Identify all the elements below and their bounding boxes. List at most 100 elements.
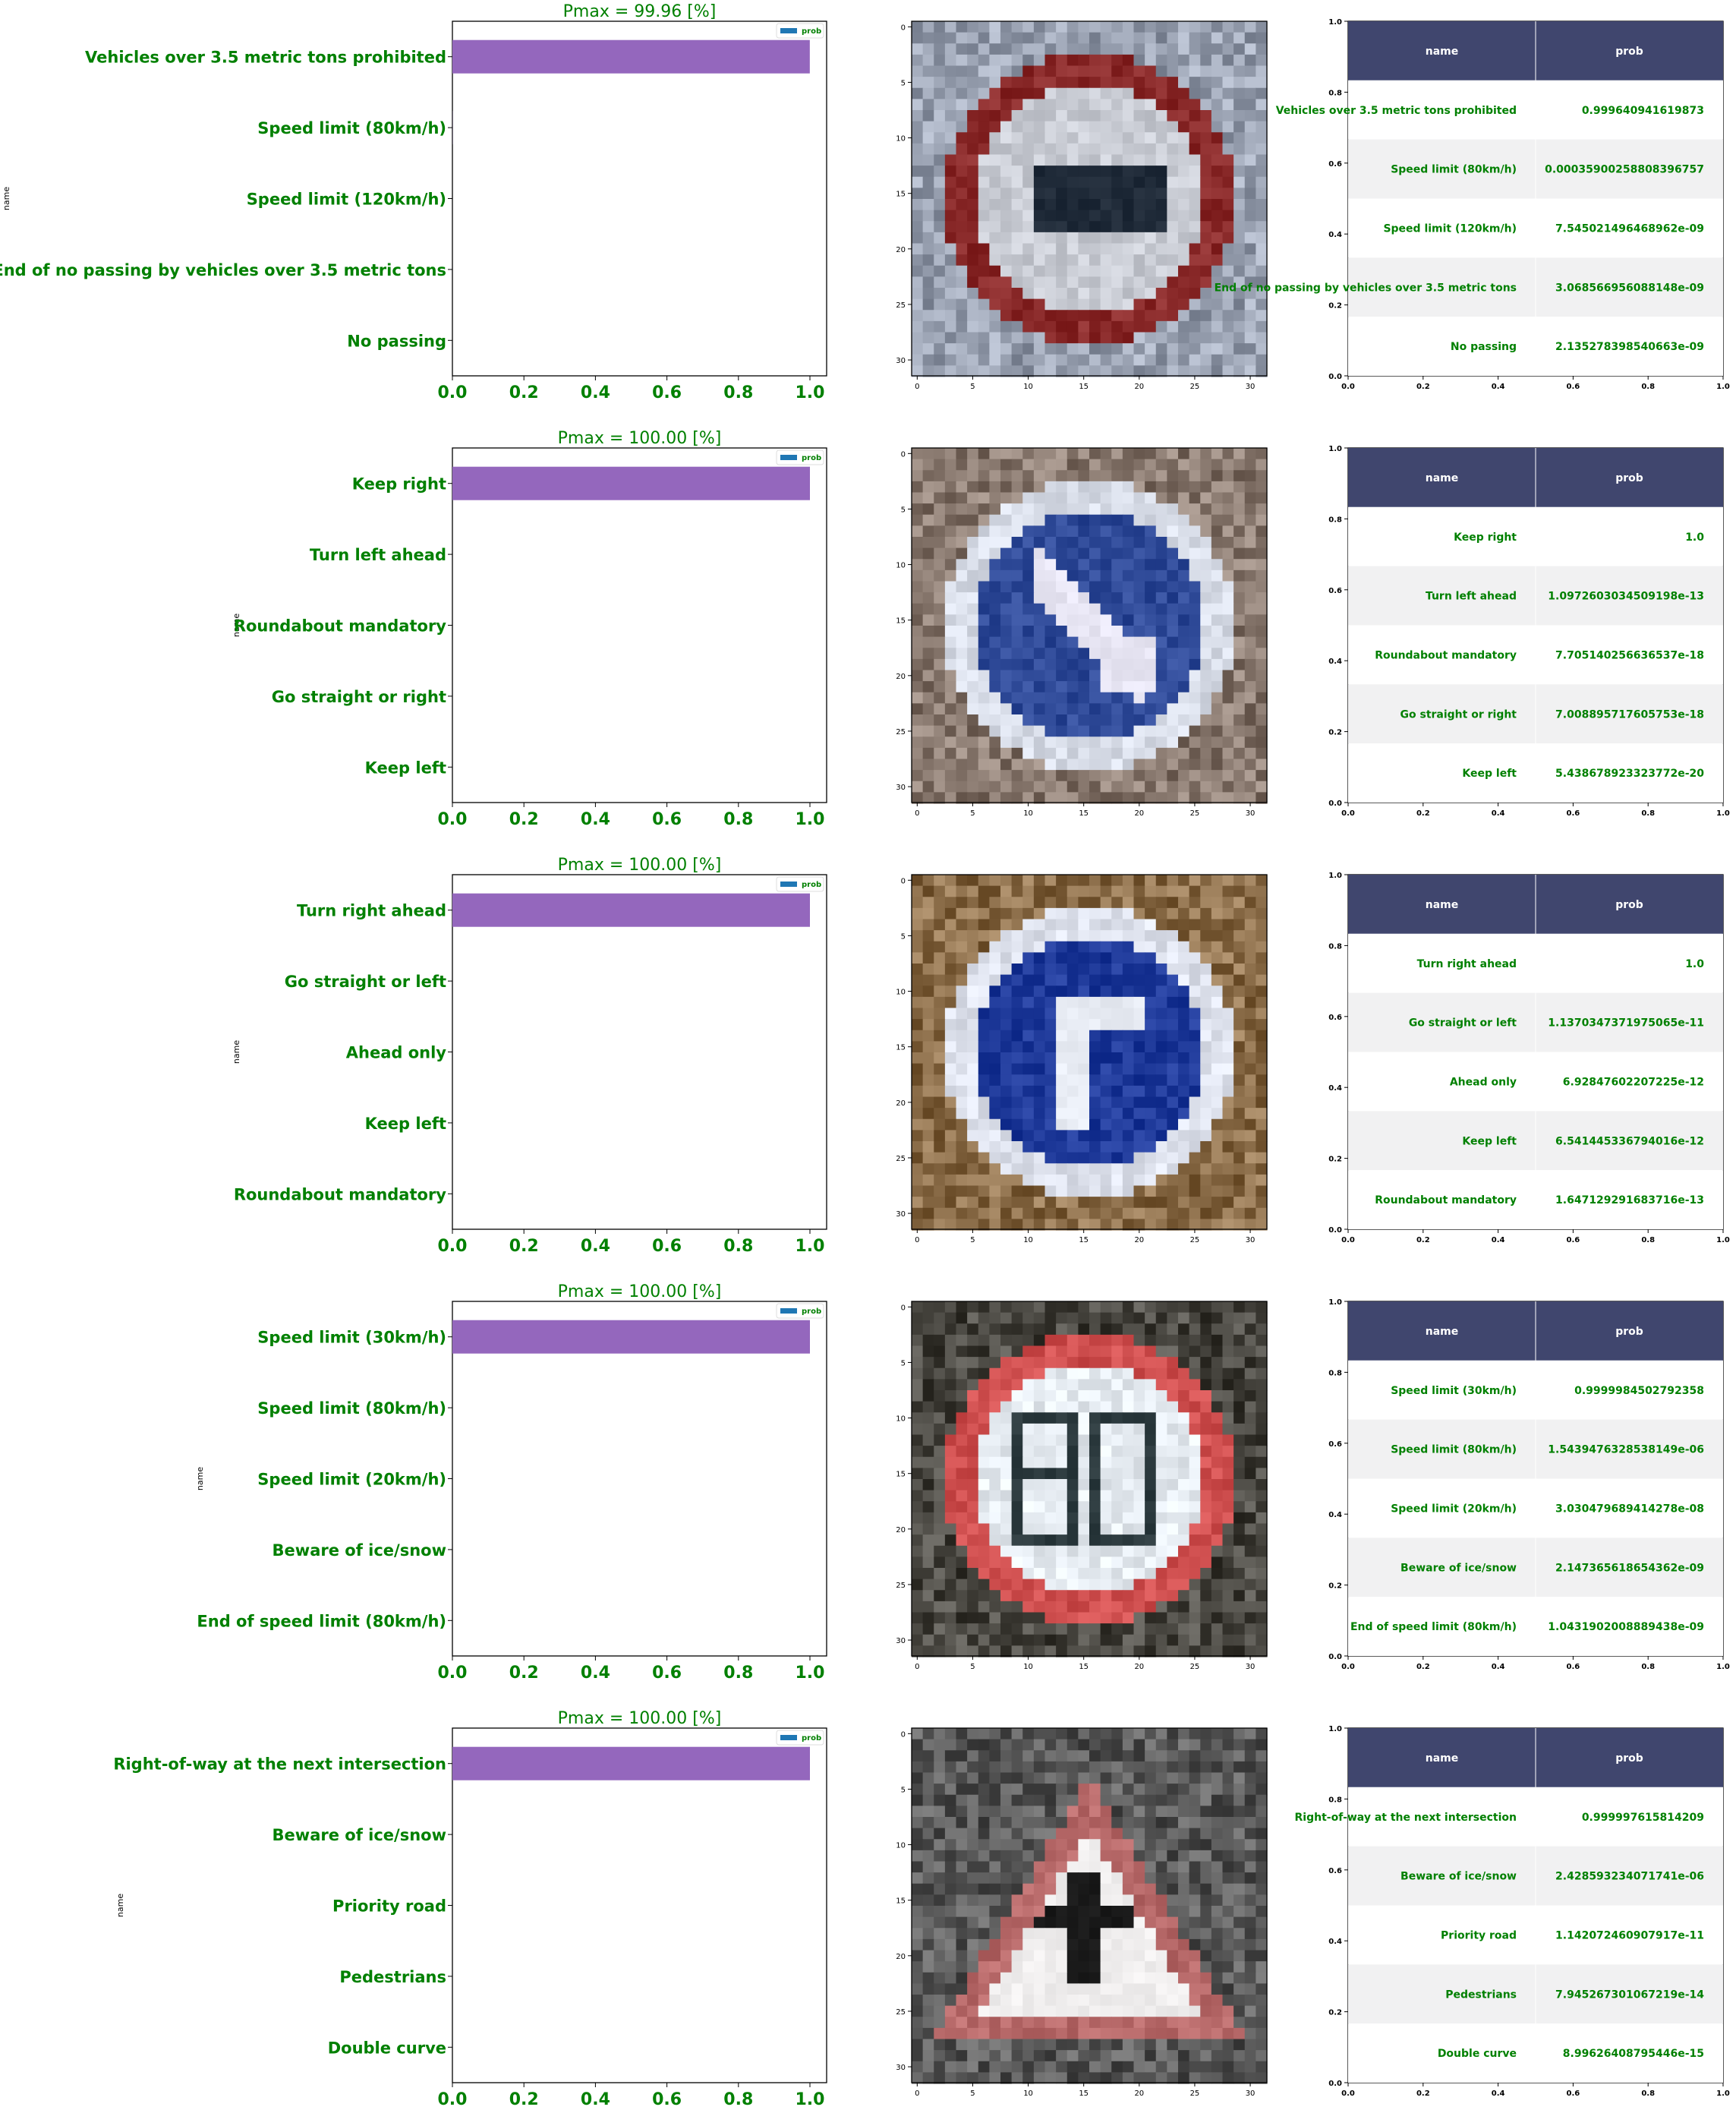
image-pixel xyxy=(1178,703,1190,715)
image-pixel xyxy=(1100,1612,1112,1624)
image-pixel xyxy=(1211,569,1224,582)
image-pixel xyxy=(1145,1645,1157,1657)
image-pixel xyxy=(1044,1063,1057,1075)
image-pixel xyxy=(1022,1817,1035,1829)
image-pixel xyxy=(1011,43,1023,55)
image-pixel xyxy=(1089,320,1101,333)
image-pixel xyxy=(1022,1197,1035,1209)
image-pixel xyxy=(1011,1152,1023,1164)
image-pixel xyxy=(1233,1784,1246,1796)
image-pixel xyxy=(1000,569,1013,582)
image-pixel xyxy=(1256,1367,1268,1380)
image-x-tick-label: 25 xyxy=(1190,383,1200,391)
image-pixel xyxy=(1155,581,1167,593)
image-pixel xyxy=(1211,681,1224,693)
image-pixel xyxy=(1189,1634,1201,1646)
table-x-tick-label: 0.0 xyxy=(1341,809,1355,818)
image-pixel xyxy=(1189,1490,1201,1502)
image-pixel xyxy=(956,310,968,322)
image-pixel xyxy=(934,1074,946,1087)
image-pixel xyxy=(1033,232,1046,244)
image-pixel xyxy=(1189,941,1201,953)
image-pixel xyxy=(978,725,990,737)
image-pixel xyxy=(1256,648,1268,660)
image-pixel xyxy=(1122,232,1135,244)
image-pixel xyxy=(1233,1456,1246,1468)
image-pixel xyxy=(1189,121,1201,133)
image-pixel xyxy=(1133,692,1145,704)
image-pixel xyxy=(1211,232,1224,244)
image-pixel xyxy=(912,581,924,593)
image-pixel xyxy=(1100,514,1112,526)
image-pixel xyxy=(1244,1367,1256,1380)
image-pixel xyxy=(1122,1545,1135,1557)
image-pixel xyxy=(1011,503,1023,516)
image-pixel xyxy=(1111,232,1123,244)
image-pixel xyxy=(1078,21,1090,33)
image-pixel xyxy=(1089,1030,1101,1042)
bar xyxy=(452,1746,810,1780)
image-pixel xyxy=(1066,1207,1079,1219)
image-pixel xyxy=(1256,254,1268,267)
image-pixel xyxy=(1122,1601,1135,1613)
image-pixel xyxy=(1089,1861,1101,1873)
image-pixel xyxy=(1044,265,1057,277)
image-pixel xyxy=(934,1861,946,1873)
image-pixel xyxy=(1056,87,1068,99)
image-pixel xyxy=(956,1357,968,1369)
image-pixel xyxy=(956,121,968,133)
image-pixel xyxy=(1189,1130,1201,1142)
image-pixel xyxy=(1066,1556,1079,1569)
image-pixel xyxy=(1066,1794,1079,1806)
image-pixel xyxy=(967,32,979,44)
image-pixel xyxy=(989,1623,1001,1635)
y-tick-label: Go straight or right xyxy=(272,688,446,706)
image-pixel xyxy=(1155,1568,1167,1580)
image-pixel xyxy=(1233,154,1246,166)
image-pixel xyxy=(1256,1041,1268,1053)
image-pixel xyxy=(956,1545,968,1557)
image-pixel xyxy=(1244,1030,1256,1042)
image-pixel xyxy=(967,1345,979,1358)
image-pixel xyxy=(1133,636,1145,648)
image-pixel xyxy=(922,952,934,964)
image-pixel xyxy=(944,210,957,222)
image-pixel xyxy=(1145,1185,1157,1197)
image-pixel xyxy=(1189,87,1201,99)
image-pixel xyxy=(922,770,934,782)
image-pixel xyxy=(934,1301,946,1314)
image-pixel xyxy=(912,1556,924,1569)
legend-box xyxy=(776,876,824,892)
image-pixel xyxy=(1222,32,1234,44)
image-pixel xyxy=(944,188,957,200)
image-pixel xyxy=(1189,470,1201,482)
image-pixel xyxy=(1200,792,1212,804)
image-pixel xyxy=(1256,897,1268,909)
image-pixel xyxy=(922,525,934,538)
image-pixel xyxy=(944,897,957,909)
image-pixel xyxy=(956,1772,968,1784)
image-pixel xyxy=(1222,1446,1234,1458)
image-pixel xyxy=(1155,759,1167,771)
image-pixel xyxy=(1111,1534,1123,1547)
image-pixel xyxy=(1244,1739,1256,1751)
image-pixel xyxy=(1100,232,1112,244)
image-pixel xyxy=(1044,658,1057,671)
image-pixel xyxy=(1111,1456,1123,1468)
image-pixel xyxy=(1200,703,1212,715)
image-pixel xyxy=(1178,21,1190,33)
image-pixel xyxy=(967,1379,979,1391)
image-pixel xyxy=(1155,996,1167,1009)
table-cell-prob: 0.9999984502792358 xyxy=(1574,1385,1704,1397)
image-pixel xyxy=(1056,1806,1068,1818)
image-pixel xyxy=(1100,1750,1112,1762)
image-pixel xyxy=(1078,459,1090,471)
image-pixel xyxy=(1100,648,1112,660)
image-pixel xyxy=(1122,930,1135,942)
image-pixel xyxy=(1111,1052,1123,1064)
image-pixel xyxy=(1111,1118,1123,1131)
image-pixel xyxy=(1022,1207,1035,1219)
image-pixel xyxy=(1211,1163,1224,1175)
